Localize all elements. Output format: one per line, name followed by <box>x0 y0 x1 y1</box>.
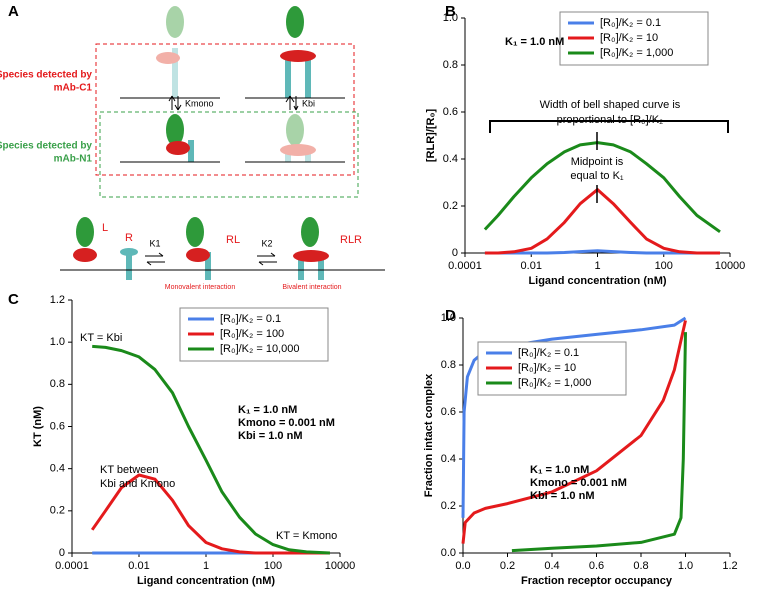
y-tick-label: 0.6 <box>443 106 458 118</box>
annotation: equal to K₁ <box>570 170 624 182</box>
series-line <box>461 320 687 544</box>
chart: C 0 0.2 0.4 0.6 0.8 1.0 1.2 0.0001 0.01 1 100 10000 L… <box>8 291 355 587</box>
x-axis-label: Ligand concentration (nM) <box>137 575 275 587</box>
y-tick-label: 0.2 <box>443 200 458 212</box>
series-line <box>511 332 687 553</box>
y-tick-label: 0.4 <box>443 153 458 165</box>
label-rlr: RLR <box>340 234 362 246</box>
x-tick-label: 0.8 <box>633 560 648 572</box>
y-tick-label: 0.4 <box>441 453 456 465</box>
legend-label: [R₀]/K₂ = 1,000 <box>518 377 591 389</box>
label-k2: K2 <box>261 238 272 248</box>
panel-label: D <box>445 307 456 324</box>
series-line <box>484 188 720 255</box>
legend-label: [R₀]/K₂ = 0.1 <box>220 313 281 325</box>
series-line <box>90 473 330 555</box>
annotation: KT = Kmono <box>276 530 337 542</box>
y-tick-label: 0.8 <box>50 378 65 390</box>
panel-a: A Species detected by mAb-C1 Species det… <box>0 3 385 291</box>
legend-label: [R₀]/K₂ = 10,000 <box>220 343 299 355</box>
species-c: Species detected by <box>0 70 92 81</box>
y-tick-label: 0.8 <box>441 359 456 371</box>
x-tick-label: 1.2 <box>722 560 737 572</box>
x-tick-label: 1.0 <box>678 560 693 572</box>
legend-label: [R₀]/K₂ = 10 <box>600 32 658 44</box>
y-tick-label: 0.4 <box>50 463 65 475</box>
x-tick-label: 1 <box>203 560 209 572</box>
legend-label: [R₀]/K₂ = 0.1 <box>600 17 661 29</box>
y-tick-label: 0.2 <box>441 500 456 512</box>
panel-label: C <box>8 291 19 308</box>
x-tick-label: 0.0001 <box>448 260 482 272</box>
annotation: K₁ = 1.0 nM <box>530 464 589 476</box>
annotation: Kbi and Kmono <box>100 478 175 490</box>
annotation: Kbi = 1.0 nM <box>530 490 595 502</box>
y-tick-label: 0.0 <box>441 547 456 559</box>
label-r: R <box>125 232 133 244</box>
y-axis-label: Fraction intact complex <box>423 373 435 497</box>
annotation: proportional to [R₀]/K₂ <box>557 114 664 126</box>
annotation: K₁ = 1.0 nM <box>505 36 564 48</box>
species-n: mAb-N1 <box>54 154 93 165</box>
bracket <box>489 120 729 133</box>
x-tick-label: 0.6 <box>589 560 604 572</box>
kbi: Kbi <box>302 98 315 108</box>
x-tick-label: 10000 <box>715 260 746 272</box>
y-tick-label: 1.0 <box>50 336 65 348</box>
y-tick-label: 1.0 <box>441 312 456 324</box>
y-tick-label: 0.6 <box>441 406 456 418</box>
annotation: Kmono = 0.001 nM <box>238 417 335 429</box>
x-tick-label: 1 <box>594 260 600 272</box>
x-tick-label: 0.0 <box>455 560 470 572</box>
annotation: Kbi = 1.0 nM <box>238 430 303 442</box>
y-tick-label: 0.2 <box>50 505 65 517</box>
x-tick-label: 0.0001 <box>55 560 89 572</box>
red-box <box>95 43 355 176</box>
annotation: KT = Kbi <box>80 332 122 344</box>
species-n: Species detected by <box>0 141 92 152</box>
x-axis-label: Fraction receptor occupancy <box>521 575 673 587</box>
x-tick-label: 100 <box>264 560 282 572</box>
molecules <box>60 6 385 280</box>
green-box <box>99 111 359 198</box>
x-tick-label: 0.2 <box>500 560 515 572</box>
legend-label: [R₀]/K₂ = 100 <box>220 328 284 340</box>
annotation: K₁ = 1.0 nM <box>238 404 297 416</box>
series-line <box>484 249 720 255</box>
annotation: Kmono = 0.001 nM <box>530 477 627 489</box>
y-tick-label: 0 <box>452 247 458 259</box>
y-tick-label: 0 <box>59 547 65 559</box>
annotation: Width of bell shaped curve is <box>540 99 681 111</box>
y-tick-label: 1.2 <box>50 294 65 306</box>
annotation: KT between <box>100 464 159 476</box>
x-tick-label: 0.01 <box>128 560 149 572</box>
chart: B 0 0.2 0.4 0.6 0.8 1.0 0.0001 0.01 1 100 10000 Liga… <box>425 3 745 287</box>
panel-label: A <box>8 3 19 20</box>
label-rl: RL <box>226 234 240 246</box>
bi-label: Bivalent interaction <box>282 284 341 291</box>
y-tick-label: 0.8 <box>443 59 458 71</box>
panel-label: B <box>445 3 456 20</box>
kmono: Kmono <box>185 98 214 108</box>
x-tick-label: 0.01 <box>521 260 542 272</box>
x-axis-label: Ligand concentration (nM) <box>528 275 666 287</box>
mono-label: Monovalent interaction <box>165 284 236 291</box>
annotation: Midpoint is <box>571 156 624 168</box>
x-tick-label: 0.4 <box>544 560 559 572</box>
x-tick-label: 100 <box>655 260 673 272</box>
chart: D 0.0 0.2 0.4 0.6 0.8 1.0 0.0 0.2 0.4 0.6 0.8 1.0 1.2… <box>423 307 738 587</box>
y-tick-label: 0.6 <box>50 420 65 432</box>
label-k1: K1 <box>149 238 160 248</box>
label-l: L <box>102 222 108 234</box>
y-tick-label: 1.0 <box>443 12 458 24</box>
legend-label: [R₀]/K₂ = 10 <box>518 362 576 374</box>
x-tick-label: 10000 <box>325 560 356 572</box>
series-line <box>92 344 330 555</box>
species-c: mAb-C1 <box>54 83 93 94</box>
legend-label: [R₀]/K₂ = 0.1 <box>518 347 579 359</box>
y-axis-label: [RLR]/[R₀] <box>425 109 437 163</box>
legend-label: [R₀]/K₂ = 1,000 <box>600 47 673 59</box>
y-axis-label: KT (nM) <box>32 406 44 447</box>
